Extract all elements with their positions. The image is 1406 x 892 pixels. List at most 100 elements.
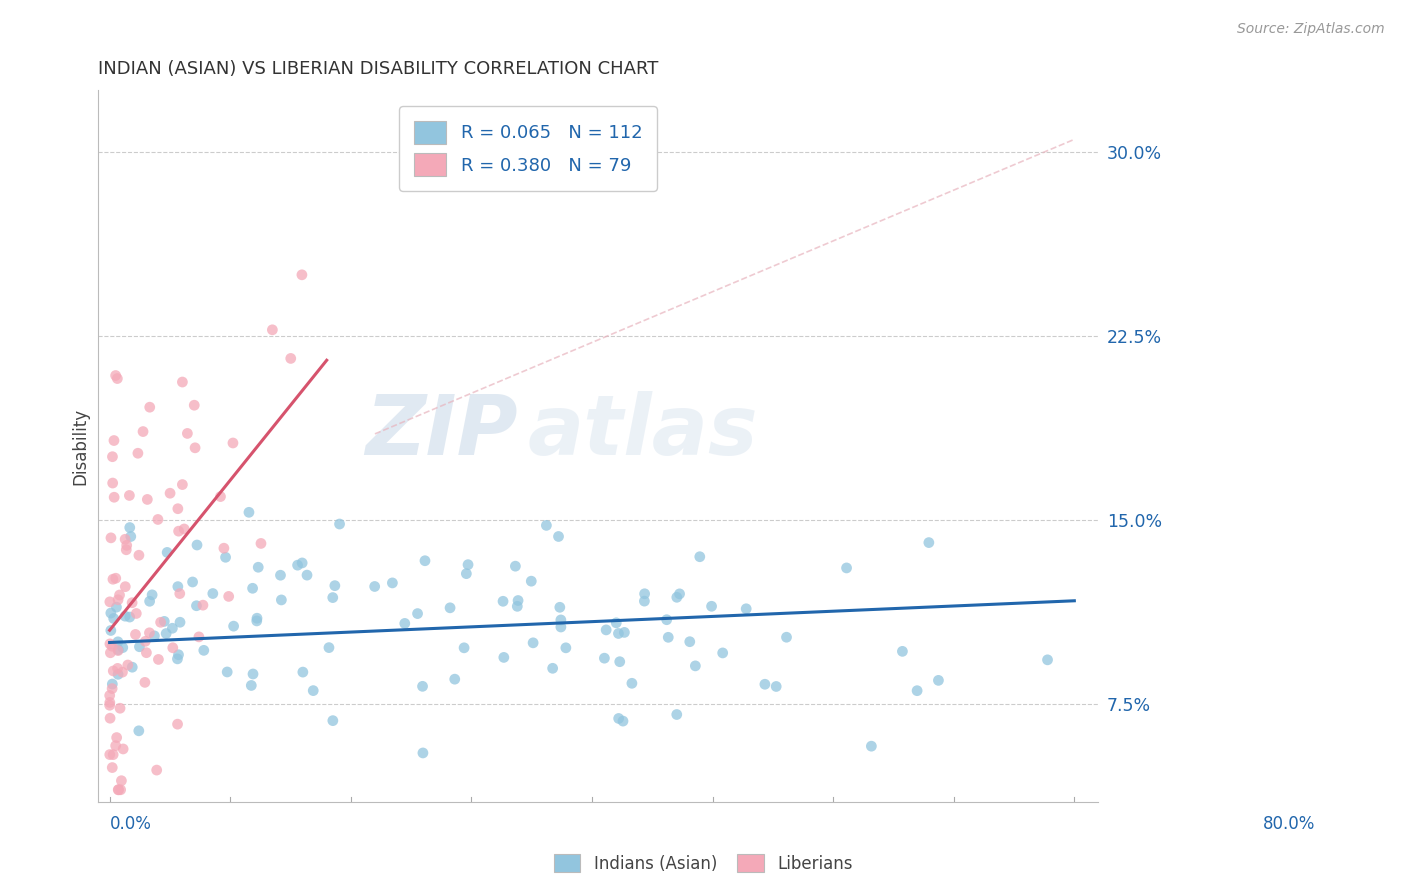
- Point: [111, 640, 134, 655]
- Point: [101, 572, 124, 586]
- Point: [918, 535, 941, 549]
- Point: [280, 351, 302, 366]
- Point: [607, 626, 630, 640]
- Legend: Indians (Asian), Liberians: Indians (Asian), Liberians: [547, 847, 859, 880]
- Point: [121, 660, 143, 674]
- Point: [242, 667, 264, 681]
- Point: [162, 621, 184, 635]
- Point: [287, 558, 309, 573]
- Point: [105, 371, 128, 385]
- Point: [633, 587, 655, 601]
- Point: [162, 640, 184, 655]
- Point: [291, 665, 314, 679]
- Point: [114, 533, 136, 547]
- Point: [322, 714, 344, 728]
- Point: [187, 630, 209, 644]
- Point: [159, 486, 181, 500]
- Point: [117, 658, 139, 673]
- Point: [655, 613, 678, 627]
- Point: [114, 580, 136, 594]
- Point: [754, 677, 776, 691]
- Point: [101, 747, 124, 762]
- Point: [138, 625, 160, 640]
- Point: [135, 646, 157, 660]
- Point: [665, 707, 688, 722]
- Point: [492, 650, 515, 665]
- Point: [128, 548, 150, 562]
- Point: [217, 665, 239, 679]
- Point: [860, 739, 883, 754]
- Point: [110, 782, 132, 797]
- Point: [148, 652, 170, 666]
- Point: [443, 672, 465, 686]
- Point: [108, 588, 131, 602]
- Point: [492, 594, 515, 608]
- Point: [291, 268, 314, 282]
- Text: ZIP: ZIP: [366, 392, 517, 473]
- Point: [167, 524, 190, 538]
- Point: [302, 683, 325, 698]
- Point: [105, 600, 128, 615]
- Point: [98, 747, 121, 762]
- Point: [363, 579, 385, 593]
- Point: [295, 568, 318, 582]
- Point: [172, 477, 194, 491]
- Point: [541, 661, 564, 675]
- Point: [107, 642, 129, 657]
- Point: [633, 594, 655, 608]
- Point: [101, 761, 124, 775]
- Point: [138, 400, 160, 414]
- Point: [506, 593, 529, 607]
- Point: [172, 375, 194, 389]
- Point: [166, 580, 188, 594]
- Point: [105, 731, 128, 745]
- Point: [107, 782, 129, 797]
- Point: [169, 586, 191, 600]
- Point: [176, 426, 198, 441]
- Point: [103, 490, 125, 504]
- Point: [124, 627, 146, 641]
- Point: [103, 434, 125, 448]
- Point: [222, 436, 245, 450]
- Point: [167, 648, 190, 662]
- Point: [765, 680, 787, 694]
- Point: [138, 594, 160, 608]
- Point: [107, 667, 129, 681]
- Point: [547, 529, 569, 543]
- Point: [101, 677, 124, 691]
- Point: [186, 599, 208, 613]
- Point: [406, 607, 429, 621]
- Point: [98, 696, 121, 710]
- Point: [322, 591, 344, 605]
- Point: [98, 637, 121, 651]
- Point: [108, 701, 131, 715]
- Point: [550, 613, 572, 627]
- Point: [453, 640, 475, 655]
- Point: [104, 571, 127, 585]
- Point: [905, 683, 928, 698]
- Point: [891, 644, 914, 658]
- Point: [183, 398, 205, 412]
- Point: [554, 640, 576, 655]
- Point: [381, 575, 404, 590]
- Point: [735, 601, 758, 615]
- Point: [107, 635, 129, 649]
- Point: [246, 614, 269, 628]
- Point: [101, 476, 124, 491]
- Point: [166, 717, 188, 731]
- Text: 80.0%: 80.0%: [1263, 815, 1316, 833]
- Point: [110, 773, 132, 788]
- Point: [668, 587, 690, 601]
- Point: [250, 536, 273, 550]
- Point: [115, 542, 138, 557]
- Point: [143, 629, 166, 643]
- Point: [536, 518, 558, 533]
- Point: [612, 714, 634, 728]
- Point: [456, 566, 478, 581]
- Point: [329, 516, 352, 531]
- Point: [107, 661, 129, 675]
- Point: [101, 450, 124, 464]
- Point: [620, 676, 643, 690]
- Point: [156, 545, 179, 559]
- Point: [112, 742, 135, 756]
